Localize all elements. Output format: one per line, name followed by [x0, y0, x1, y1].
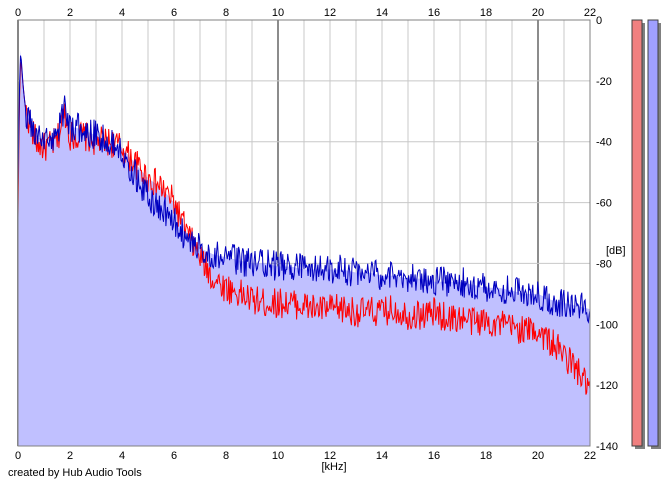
spectrum-area [18, 50, 590, 447]
credit-text: created by Hub Audio Tools [8, 467, 142, 479]
x-tick-label: 10 [272, 7, 284, 19]
plot-frame [17, 19, 591, 447]
y-tick-label: -100 [596, 319, 618, 331]
x-tick-label: 18 [480, 7, 492, 19]
plot-border [17, 19, 591, 447]
x-tick-label: 20 [532, 450, 544, 462]
x-tick-label: 16 [428, 7, 440, 19]
x-axis-label: [kHz] [321, 461, 346, 473]
right-level-meter [647, 19, 659, 447]
x-tick-labels-bottom: 0 2 4 6 8 10 12 14 16 18 20 22 [15, 450, 596, 462]
x-tick-label: 20 [532, 7, 544, 19]
y-tick-label: -120 [596, 380, 618, 392]
x-tick-label: 10 [272, 450, 284, 462]
x-tick-label: 22 [584, 450, 596, 462]
left-level-meter [631, 19, 643, 447]
right-channel-line [17, 55, 591, 324]
x-tick-label: 12 [324, 450, 336, 462]
x-tick-label: 14 [376, 7, 388, 19]
x-tick-labels-top: 0 2 4 6 8 10 12 14 16 18 20 22 [15, 7, 596, 19]
y-tick-labels: 0 -20 -40 -60 -80 -100 -120 -140 [596, 15, 618, 453]
x-tick-label: 6 [171, 7, 177, 19]
x-tick-label: 18 [480, 450, 492, 462]
x-tick-label: 8 [223, 7, 229, 19]
x-tick-label: 4 [119, 7, 125, 19]
x-tick-label: 2 [67, 450, 73, 462]
y-axis-label: [dB] [606, 245, 626, 257]
x-tick-label: 2 [67, 7, 73, 19]
series-lines [17, 55, 591, 395]
y-tick-label: -140 [596, 441, 618, 453]
spectrum-fill-area [18, 50, 590, 447]
x-tick-label: 0 [15, 450, 21, 462]
y-tick-label: -60 [596, 198, 612, 210]
y-tick-label: 0 [596, 15, 602, 27]
y-tick-label: -40 [596, 137, 612, 149]
y-tick-label: -20 [596, 76, 612, 88]
x-tick-label: 12 [324, 7, 336, 19]
x-tick-label: 8 [223, 450, 229, 462]
x-tick-label: 4 [119, 450, 125, 462]
y-tick-label: -80 [596, 258, 612, 270]
x-tick-label: 0 [15, 7, 21, 19]
x-tick-label: 14 [376, 450, 388, 462]
level-meters [631, 19, 661, 449]
x-tick-label: 16 [428, 450, 440, 462]
x-tick-label: 22 [584, 7, 596, 19]
x-tick-label: 6 [171, 450, 177, 462]
